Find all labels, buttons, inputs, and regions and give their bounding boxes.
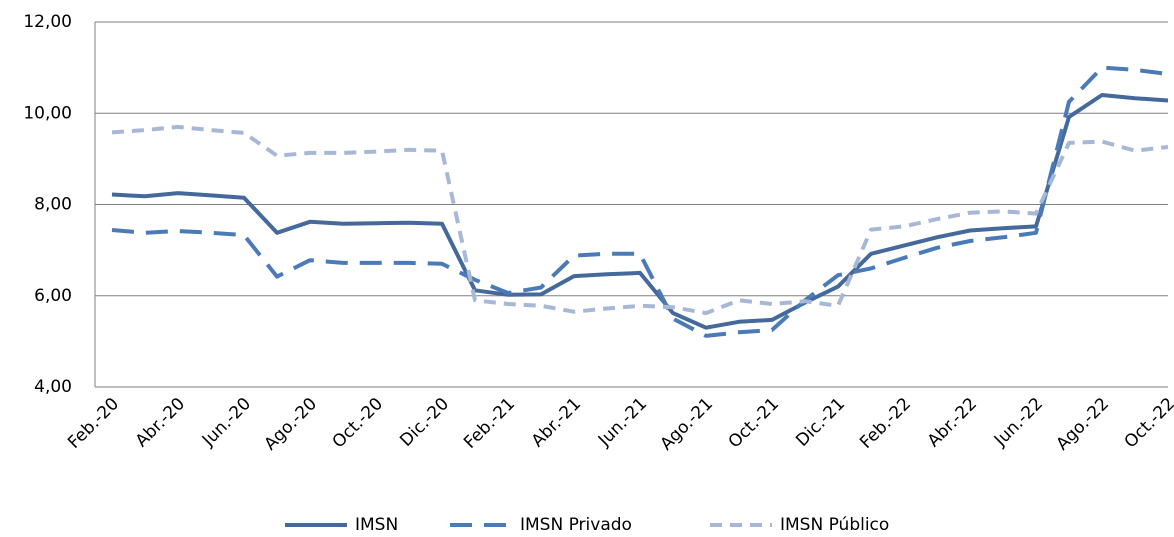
x-tick-label: Jun.-22 [990, 394, 1047, 451]
x-tick-label: Abr.-22 [924, 394, 981, 451]
x-tick-label: Feb.-20 [64, 394, 123, 453]
y-tick-label: 12,00 [23, 12, 72, 32]
x-tick-label: Oct.-22 [1121, 394, 1174, 452]
series-line [111, 93, 1169, 330]
x-tick-label: Jun.-21 [594, 394, 651, 451]
x-tick-label: Ago.-22 [1052, 394, 1113, 455]
y-tick-label: 10,00 [23, 103, 72, 123]
legend-label: IMSN Privado [520, 515, 632, 535]
x-tick-label: Dic.-20 [396, 394, 453, 451]
legend-label: IMSN Público [780, 515, 889, 535]
x-tick-label: Feb.-22 [856, 394, 915, 453]
x-tick-label: Ago.-20 [260, 394, 321, 455]
y-tick-label: 6,00 [34, 286, 72, 306]
x-tick-label: Abr.-20 [132, 394, 189, 451]
x-tick-label: Oct.-21 [725, 394, 783, 452]
x-tick-label: Oct.-20 [329, 394, 387, 452]
x-tick-label: Dic.-21 [792, 394, 849, 451]
x-tick-label: Ago.-21 [656, 394, 717, 455]
x-tick-label: Abr.-21 [528, 394, 585, 451]
y-tick-label: 8,00 [34, 195, 72, 215]
x-tick-label: Jun.-20 [198, 394, 255, 451]
series-line [111, 124, 1169, 316]
y-tick-label: 4,00 [34, 377, 72, 397]
series-line [111, 65, 1169, 338]
x-tick-label: Feb.-21 [460, 394, 519, 453]
legend-label: IMSN [355, 515, 398, 535]
